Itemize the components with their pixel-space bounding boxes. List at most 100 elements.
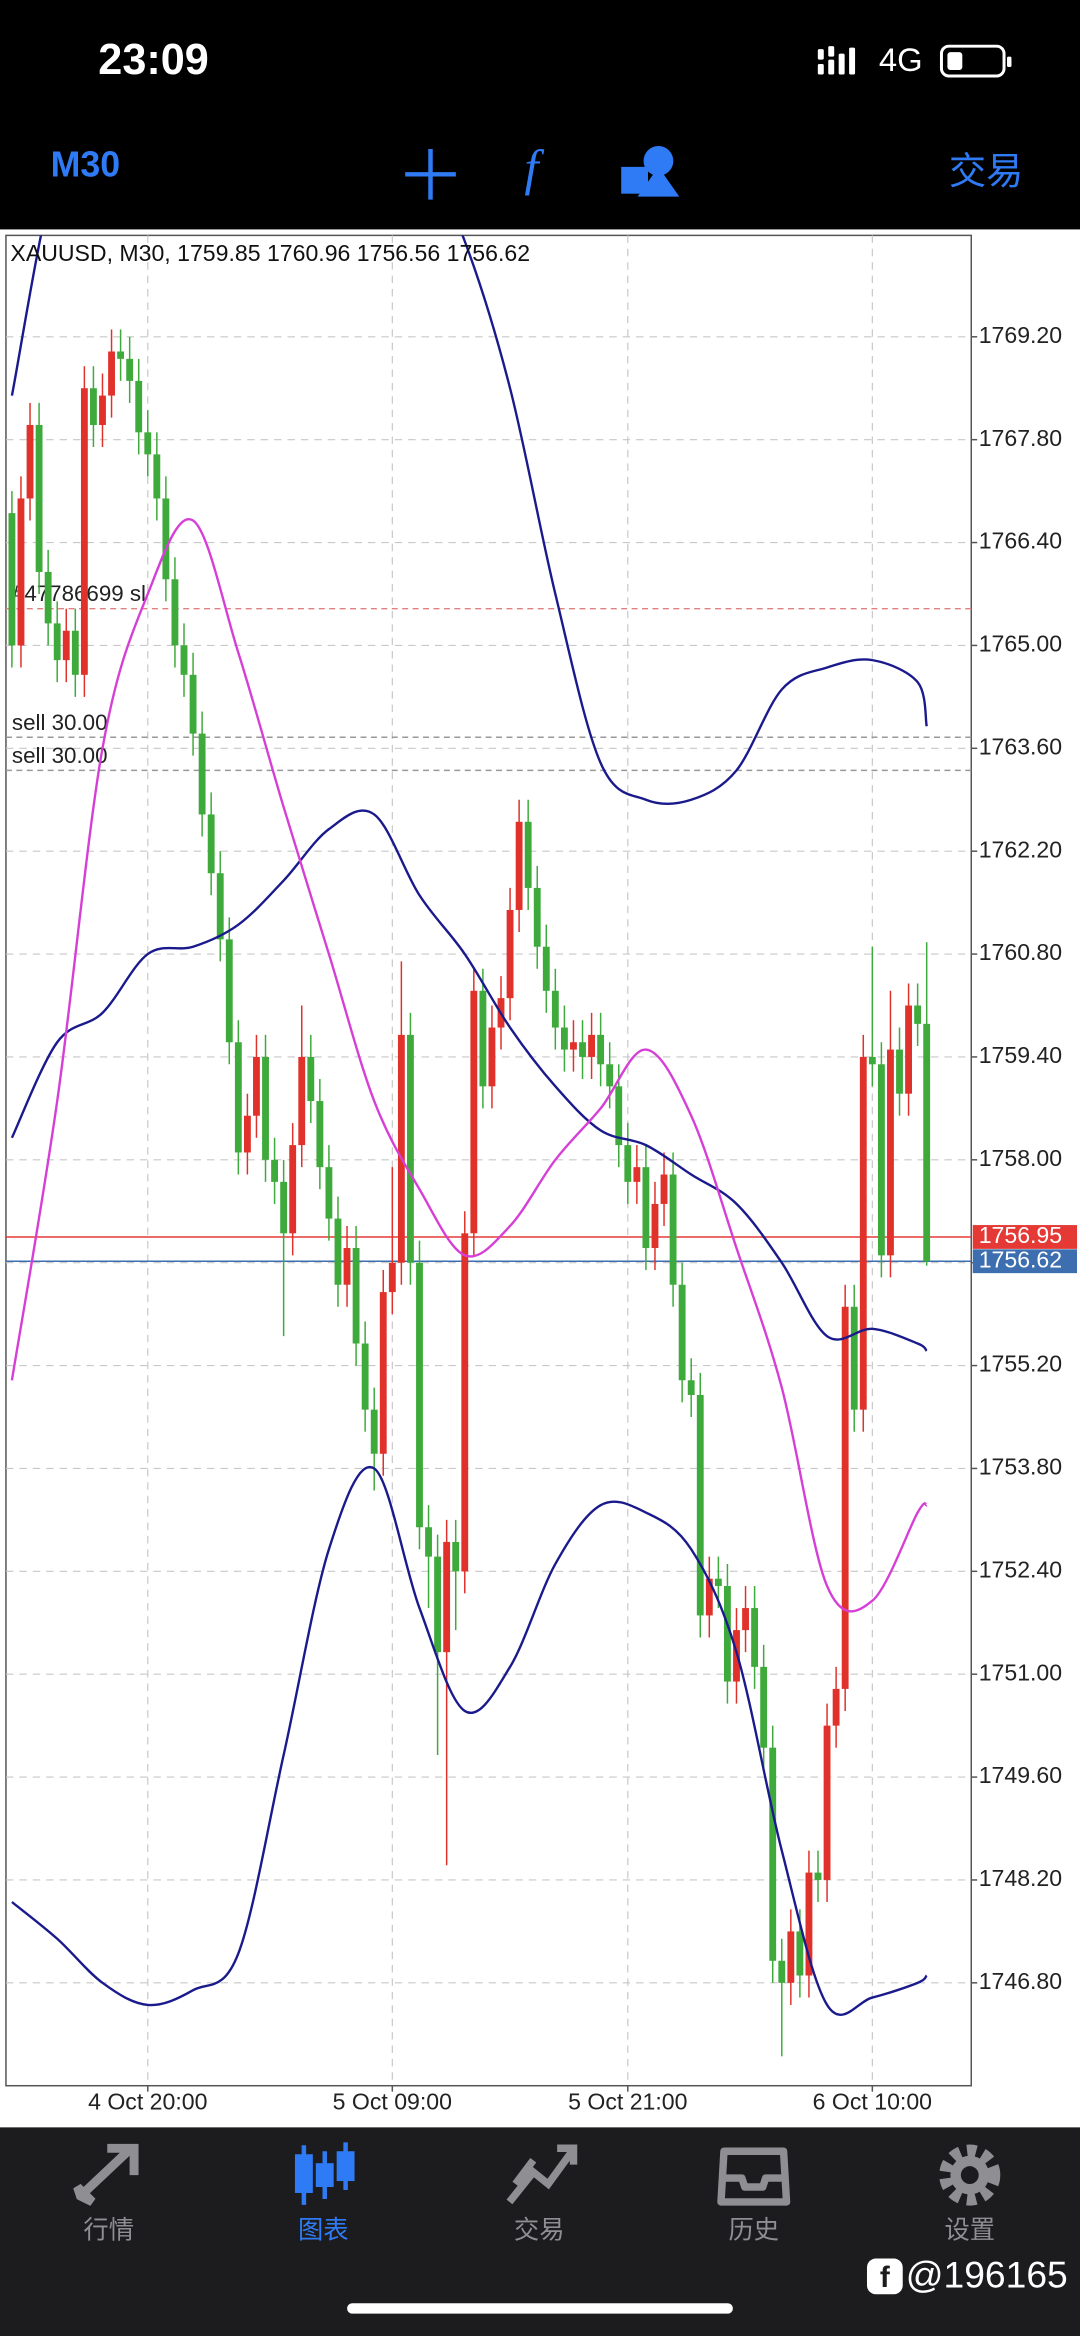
battery-icon [939, 44, 1012, 78]
x-tick-label: 5 Oct 09:00 [333, 2089, 452, 2115]
candle-body [370, 1409, 378, 1454]
candle-body [805, 1872, 813, 1976]
candle-body [687, 1380, 695, 1395]
candle-body [135, 380, 143, 433]
candle-body [280, 1181, 288, 1234]
candle-body [887, 1049, 894, 1256]
candle-body [334, 1218, 342, 1285]
candle-body [434, 1556, 442, 1653]
candle-body [44, 571, 52, 624]
candle-body [814, 1872, 822, 1880]
candle-body [443, 1541, 451, 1653]
candle-body [606, 1064, 614, 1087]
candle-body [90, 388, 97, 425]
y-tick-label: 1748.20 [979, 1865, 1062, 1891]
candle-body [17, 498, 25, 646]
candle-layer [8, 329, 931, 2057]
home-indicator [347, 2303, 733, 2314]
candle-body [234, 1042, 242, 1153]
y-tick-label: 1753.80 [979, 1454, 1062, 1480]
overlay-layer [10, 235, 928, 2016]
y-tick-label: 1749.60 [979, 1762, 1062, 1788]
x-tick-label: 4 Oct 20:00 [88, 2089, 207, 2115]
tab-label[interactable]: 设置 [944, 2216, 995, 2244]
watermark: @196165 [906, 2254, 1068, 2296]
indicator-line [10, 809, 928, 1352]
candle-body [832, 1688, 840, 1726]
candle-body [361, 1343, 369, 1410]
y-tick-label: 1763.60 [979, 733, 1062, 759]
candle-body [624, 1145, 632, 1182]
indicator-line [10, 518, 928, 1613]
candle-body [787, 1931, 795, 1983]
chart-title: XAUUSD, M30, 1759.85 1760.96 1756.56 175… [10, 240, 530, 266]
candle-body [905, 1005, 912, 1094]
candle-body [216, 873, 224, 940]
tab-labels: 行情 图表 交易 历史 设置 [83, 2216, 995, 2244]
tab-label[interactable]: 行情 [83, 2216, 134, 2244]
candle-body [633, 1167, 641, 1182]
candle-body [868, 1056, 876, 1065]
y-tick-label: 1765.00 [979, 631, 1062, 657]
tab-label[interactable]: 交易 [514, 2216, 565, 2244]
crosshair-button[interactable] [405, 148, 456, 200]
candle-body [144, 432, 152, 455]
candle-body [298, 1056, 306, 1146]
timeframe-button[interactable]: M30 [51, 144, 121, 184]
quotes-icon[interactable] [73, 2143, 139, 2206]
tab-label[interactable]: 图表 [298, 2216, 349, 2244]
indicator-line [10, 235, 928, 806]
tab-label[interactable]: 历史 [728, 2216, 779, 2244]
candle-body [714, 1578, 722, 1587]
order-label: #47786699 sl [12, 581, 146, 606]
candle-body [8, 513, 16, 646]
network-type: 4G [879, 41, 923, 78]
candle-body [724, 1586, 731, 1682]
candle-body [696, 1394, 704, 1616]
bid-tag [972, 1249, 1078, 1274]
candle-body [452, 1541, 460, 1572]
candle-body [615, 1086, 623, 1146]
candle-body [470, 990, 478, 1234]
candle-body [751, 1608, 759, 1667]
candle-body [379, 1292, 387, 1454]
candle-body [488, 1027, 496, 1087]
candle-body [823, 1725, 831, 1880]
x-tick-label: 5 Oct 21:00 [568, 2089, 687, 2115]
candle-body [896, 1049, 903, 1094]
trade-button[interactable]: 交易 [949, 150, 1023, 192]
axis-layer: 1769.20 1767.80 1766.40 1765.00 1763.60 1762.… [88, 322, 1078, 2115]
candle-body [425, 1527, 432, 1557]
candle-body [669, 1174, 677, 1285]
candle-body [769, 1747, 777, 1961]
y-tick-label: 1760.80 [979, 939, 1062, 965]
tab-bar [0, 2127, 1080, 2336]
y-tick-label: 1759.40 [979, 1042, 1062, 1068]
candle-body [289, 1145, 297, 1234]
y-tick-label: 1762.20 [979, 836, 1062, 862]
candle-body [126, 358, 134, 381]
order-label: sell 30.00 [12, 743, 108, 768]
candle-body [117, 351, 125, 359]
signal-icon [817, 46, 856, 75]
candle-body [923, 1023, 931, 1262]
order-layer: #47786699 sl sell 30.00 sell 30.00 [5, 581, 972, 1262]
candle-body [171, 579, 179, 646]
order-label: sell 30.00 [12, 710, 108, 735]
chart-icon[interactable] [294, 2142, 355, 2205]
candle-body [26, 424, 34, 499]
history-icon[interactable] [717, 2147, 791, 2206]
y-tick-label: 1769.20 [979, 322, 1062, 348]
candle-body [506, 909, 514, 999]
objects-button[interactable] [621, 146, 680, 197]
candle-body [524, 821, 532, 888]
candle-body [343, 1247, 351, 1285]
candle-body [660, 1174, 668, 1204]
candle-body [416, 1262, 423, 1528]
candle-body [705, 1578, 713, 1616]
settings-icon[interactable] [939, 2144, 1001, 2206]
ask-tag [972, 1225, 1078, 1249]
trade-icon[interactable] [506, 2144, 578, 2205]
candle-body [914, 1005, 922, 1024]
